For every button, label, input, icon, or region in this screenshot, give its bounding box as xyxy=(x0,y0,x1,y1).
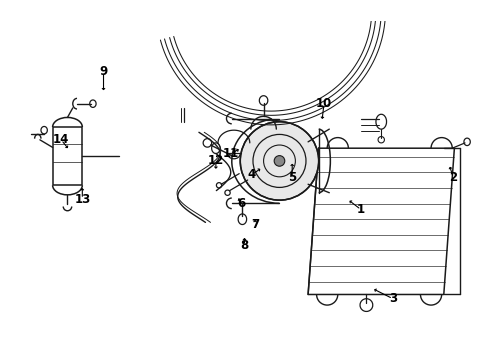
Text: 6: 6 xyxy=(237,197,245,210)
Text: 11: 11 xyxy=(222,147,238,160)
Text: 7: 7 xyxy=(250,218,259,231)
Bar xyxy=(53,127,82,185)
Text: 4: 4 xyxy=(247,168,256,181)
Text: 3: 3 xyxy=(388,292,396,305)
Text: 2: 2 xyxy=(448,171,456,184)
Text: 9: 9 xyxy=(99,66,107,78)
Text: 12: 12 xyxy=(207,154,224,167)
Text: 10: 10 xyxy=(315,97,331,110)
Circle shape xyxy=(274,156,284,166)
Text: 13: 13 xyxy=(74,193,90,206)
Text: 5: 5 xyxy=(287,171,296,184)
Text: 14: 14 xyxy=(53,133,69,146)
Text: 1: 1 xyxy=(356,203,365,216)
Circle shape xyxy=(240,122,318,200)
Text: 8: 8 xyxy=(240,239,248,252)
